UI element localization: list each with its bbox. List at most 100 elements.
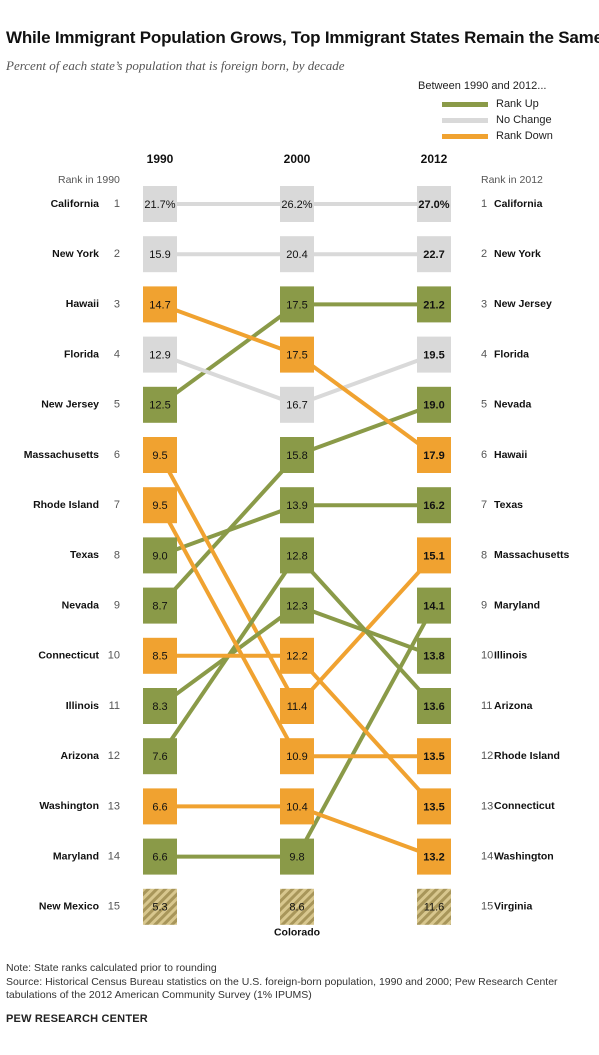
- legend-swatch-no-change: [442, 117, 488, 123]
- state-label-2012-virginia: Virginia: [494, 901, 532, 913]
- value-hawaii-1990: 14.7: [149, 299, 170, 311]
- box-nevada-1990: [143, 587, 177, 624]
- box-washington-2012: [417, 838, 451, 875]
- rank-label-1990-arizona: 12: [108, 750, 120, 762]
- state-label-1990-nevada: Nevada: [62, 599, 100, 611]
- state-label-2012-new-york: New York: [494, 248, 541, 260]
- state-label-1990-new-york: New York: [52, 248, 99, 260]
- value-connecticut-2000: 12.2: [286, 651, 307, 663]
- state-label-1990-hawaii: Hawaii: [66, 298, 99, 310]
- legend-title: Between 1990 and 2012...: [418, 80, 547, 92]
- value-florida-2012: 19.5: [423, 350, 444, 362]
- state-label-1990-washington: Washington: [39, 800, 99, 812]
- rank-label-1990-maryland: 14: [108, 851, 120, 863]
- line-washington-2000-2012: [296, 804, 435, 859]
- box-new-york-2012: [417, 236, 451, 273]
- value-new-york-2000: 20.4: [286, 249, 307, 261]
- line-rhode-island-1990-2000: [158, 504, 299, 758]
- line-nevada-2000-2012: [296, 402, 435, 457]
- rank-header-left: Rank in 1990: [58, 174, 120, 186]
- value-washington-2012: 13.2: [423, 852, 444, 864]
- value-washington-1990: 6.6: [152, 801, 167, 813]
- box-colorado-2000: [280, 888, 314, 925]
- box-california-2000: [280, 186, 314, 222]
- value-florida-1990: 12.9: [149, 350, 170, 362]
- box-new-york-1990: [143, 236, 177, 273]
- box-texas-1990: [143, 537, 177, 574]
- rank-label-2012-texas: 7: [481, 499, 487, 511]
- value-massachusetts-1990: 9.5: [152, 450, 167, 462]
- box-rhode-island-2012: [417, 738, 451, 775]
- rank-label-2012-arizona: 11: [481, 700, 492, 712]
- value-texas-1990: 9.0: [152, 550, 167, 562]
- state-label-1990-new-mexico: New Mexico: [39, 901, 99, 913]
- rank-label-1990-texas: 8: [114, 549, 120, 561]
- value-hawaii-2000: 17.5: [286, 350, 307, 362]
- rank-label-2012-california: 1: [481, 198, 487, 210]
- value-illinois-2000: 12.3: [286, 601, 307, 613]
- state-label-1990-connecticut: Connecticut: [38, 650, 99, 662]
- value-arizona-2012: 13.6: [423, 701, 444, 713]
- legend-item-rank-up: Rank Up: [418, 96, 598, 112]
- box-hawaii-2000: [280, 336, 314, 373]
- rank-label-2012-hawaii: 6: [481, 449, 487, 461]
- line-arizona-2000-2012: [295, 554, 436, 708]
- value-new-jersey-2012: 21.2: [423, 299, 444, 311]
- box-maryland-2000: [280, 838, 314, 875]
- value-nevada-2012: 19.0: [423, 400, 444, 412]
- state-label-2012-rhode-island: Rhode Island: [494, 750, 560, 762]
- value-new-jersey-1990: 12.5: [149, 400, 170, 412]
- state-label-1990-texas: Texas: [70, 549, 99, 561]
- value-texas-2012: 16.2: [423, 500, 444, 512]
- rank-label-1990-california: 1: [114, 198, 120, 210]
- value-colorado-2000: 8.6: [289, 902, 304, 914]
- value-maryland-2000: 9.8: [289, 852, 304, 864]
- box-rhode-island-1990: [143, 487, 177, 524]
- box-hawaii-2012: [417, 437, 451, 473]
- value-rhode-island-1990: 9.5: [152, 500, 167, 512]
- box-texas-2012: [417, 487, 451, 524]
- value-california-1990: 21.7%: [144, 199, 175, 211]
- state-label-2000-colorado: Colorado: [274, 927, 320, 939]
- box-florida-2012: [417, 336, 451, 373]
- box-connecticut-1990: [143, 637, 177, 674]
- slope-chart: 1990 2000 2012 Rank in 1990 Rank in 2012 21.…: [24, 152, 570, 939]
- value-arizona-1990: 7.6: [152, 751, 167, 763]
- rank-header-right: Rank in 2012: [481, 174, 543, 186]
- box-massachusetts-1990: [143, 437, 177, 473]
- box-washington-2000: [280, 788, 314, 825]
- value-virginia-2012: 11.6: [424, 902, 445, 914]
- value-massachusetts-2000: 11.4: [287, 701, 308, 713]
- box-maryland-1990: [143, 838, 177, 875]
- value-rhode-island-2000: 10.9: [286, 751, 307, 763]
- state-label-1990-maryland: Maryland: [53, 850, 99, 862]
- rank-label-2012-nevada: 5: [481, 399, 487, 411]
- legend-label-rank-down: Rank Down: [496, 130, 553, 142]
- notes: Note: State ranks calculated prior to ro…: [6, 962, 596, 1003]
- column-header-2000: 2000: [284, 152, 311, 166]
- line-hawaii-2000-2012: [295, 352, 436, 457]
- box-california-1990: [143, 186, 177, 222]
- box-massachusetts-2000: [280, 688, 314, 724]
- rank-label-2012-connecticut: 13: [481, 800, 493, 812]
- box-maryland-2012: [417, 587, 451, 624]
- rank-label-1990-connecticut: 10: [108, 650, 120, 662]
- rank-label-1990-hawaii: 3: [114, 298, 120, 310]
- box-florida-1990: [143, 336, 177, 373]
- value-illinois-1990: 8.3: [152, 701, 167, 713]
- box-virginia-2012: [417, 888, 451, 925]
- value-massachusetts-2012: 15.1: [423, 550, 444, 562]
- value-california-2000: 26.2%: [281, 199, 312, 211]
- rank-label-2012-florida: 4: [481, 349, 487, 361]
- line-florida-2000-2012: [296, 352, 435, 407]
- legend-item-rank-down: Rank Down: [418, 128, 598, 144]
- box-california-2012: [417, 186, 451, 222]
- line-florida-1990-2000: [159, 352, 298, 407]
- box-illinois-2012: [417, 637, 451, 674]
- source-text: Source: Historical Census Bureau statist…: [6, 975, 558, 1002]
- state-label-1990-arizona: Arizona: [60, 750, 99, 762]
- state-label-1990-rhode-island: Rhode Island: [33, 499, 99, 511]
- box-arizona-1990: [143, 738, 177, 775]
- state-label-2012-california: California: [494, 198, 543, 210]
- value-arizona-2000: 12.8: [286, 550, 307, 562]
